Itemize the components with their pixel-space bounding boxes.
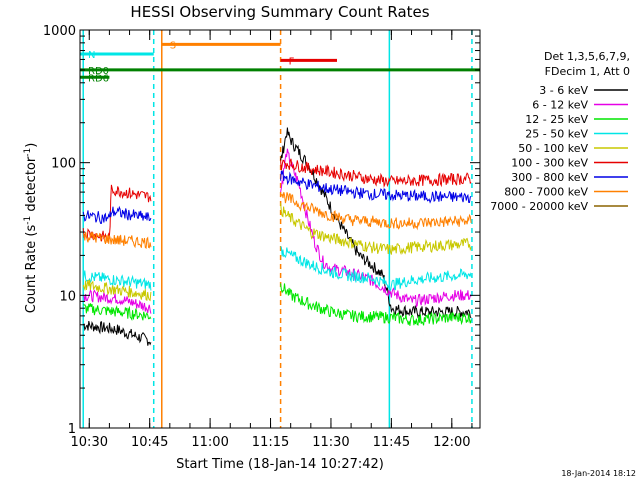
y-tick-label-1000: 1000 — [43, 24, 76, 39]
legend-label-4: 50 - 100 keV — [518, 142, 588, 155]
plot-frame — [79, 29, 481, 429]
series-line-4-1 — [280, 202, 472, 256]
series-line-5-1 — [280, 158, 472, 188]
x-tick-label-11:00: 11:00 — [191, 435, 228, 450]
footer-timestamp: 18-Jan-2014 18:12 — [561, 469, 636, 478]
y-axis-label: Count Rate (s-1 detector-1) — [23, 143, 39, 314]
y-axis-label-sup1: -1 — [23, 216, 33, 225]
series-group — [82, 127, 472, 474]
flag-label-RD6: RD6 — [88, 73, 109, 84]
legend-label-0: 3 - 6 keV — [539, 84, 588, 97]
series-line-6-0 — [82, 205, 152, 224]
legend-label-2: 12 - 25 keV — [525, 113, 588, 126]
y-tick-label-100: 100 — [51, 157, 76, 172]
series-line-4-0 — [82, 279, 152, 302]
legend-label-3: 25 - 50 keV — [525, 128, 588, 141]
series-line-0-0 — [82, 320, 152, 346]
legend-label-8: 7000 - 20000 keV — [490, 200, 588, 213]
flag-label-F: F — [289, 56, 295, 67]
series-line-2-1 — [280, 283, 472, 326]
y-axis-label-sup2: -1 — [23, 148, 33, 157]
series-line-2-0 — [82, 303, 152, 322]
x-tick-label-11:15: 11:15 — [252, 435, 289, 450]
flag-label-S: S — [170, 40, 176, 51]
chart-title: HESSI Observing Summary Count Rates — [130, 3, 429, 21]
flag-label-RD0: RD0 — [88, 66, 109, 77]
series-line-6-1 — [280, 170, 472, 204]
y-tick-label-10: 10 — [59, 289, 76, 304]
series-line-3-1 — [280, 246, 472, 291]
flag-label-N: N — [88, 50, 95, 61]
y-axis-label-main: Count Rate (s — [24, 225, 39, 314]
x-tick-label-12:00: 12:00 — [433, 435, 470, 450]
series-line-3-0 — [82, 270, 152, 291]
legend-label-5: 100 - 300 keV — [511, 157, 588, 170]
series-line-7-1 — [280, 192, 472, 231]
series-line-7-0 — [83, 231, 152, 249]
legend-label-1: 6 - 12 keV — [532, 99, 588, 112]
y-axis-label-mid: detector — [24, 156, 39, 216]
legend-header-1: Det 1,3,5,6,7,9, — [544, 50, 630, 63]
series-line-0-1 — [280, 127, 472, 320]
x-tick-label-11:30: 11:30 — [312, 435, 349, 450]
y-axis-label-end: ) — [24, 143, 39, 148]
legend-header-2: FDecim 1, Att 0 — [545, 65, 630, 78]
series-line-1-0 — [82, 289, 152, 314]
x-tick-label-11:45: 11:45 — [373, 435, 410, 450]
x-axis-label: Start Time (18-Jan-14 10:27:42) — [176, 457, 384, 472]
y-tick-label-1: 1 — [68, 422, 76, 437]
x-tick-label-10:45: 10:45 — [131, 435, 168, 450]
x-tick-label-10:30: 10:30 — [71, 435, 108, 450]
legend-label-7: 800 - 7000 keV — [504, 186, 588, 199]
plot-area — [82, 30, 473, 428]
legend-label-6: 300 - 800 keV — [511, 171, 588, 184]
legend: Det 1,3,5,6,7,9, FDecim 1, Att 0 3 - 6 k… — [490, 50, 630, 213]
series-line-8-0 — [83, 462, 151, 474]
axes: 1 10 100 1000 10:30 10:45 11:00 11:15 11:30 11:45… — [43, 24, 481, 450]
